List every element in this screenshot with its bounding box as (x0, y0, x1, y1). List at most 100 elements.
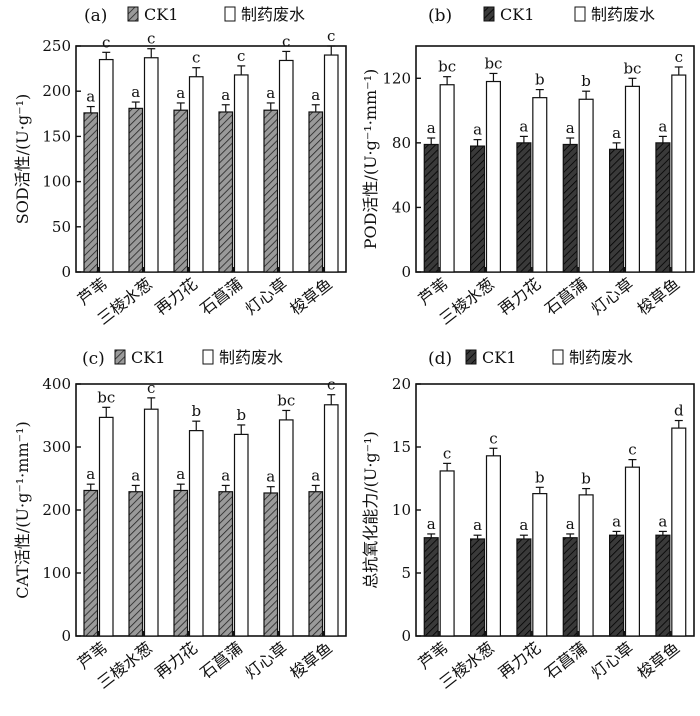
y-tick-label: 200 (42, 501, 71, 519)
y-tick-label: 100 (42, 564, 71, 582)
bar-ck1 (608, 534, 625, 637)
chart-panel-3: 0 100 200 300 400 CAT活性/(U·g⁻¹·mm⁻¹) (c) CK1 制药废… (13, 348, 347, 693)
y-axis-title: POD活性/(U·g⁻¹·mm⁻¹) (361, 69, 380, 250)
significance-label: b (535, 468, 545, 486)
legend-label-ck1: CK1 (144, 5, 178, 24)
y-tick-label: 400 (42, 375, 71, 393)
x-tick-label: 梭草鱼 (286, 638, 336, 683)
legend-label-ck1: CK1 (482, 348, 516, 367)
y-tick-label: 300 (42, 438, 71, 456)
significance-label: a (176, 84, 185, 102)
significance-label: a (131, 83, 140, 101)
plot-frame (415, 383, 695, 637)
plot-frame (75, 45, 347, 273)
bar-wastewater (278, 59, 294, 273)
bar-wastewater (485, 455, 501, 637)
y-tick-label: 80 (392, 134, 411, 152)
bar-wastewater (143, 57, 159, 273)
significance-label: c (443, 444, 451, 462)
bar-wastewater (439, 84, 455, 273)
significance-label: c (489, 429, 497, 447)
legend: CK1 制药废水 (114, 348, 283, 367)
y-axis-title: CAT活性/(U·g⁻¹·mm⁻¹) (13, 421, 32, 598)
bar-ck1 (308, 491, 324, 637)
bar-wastewater (485, 80, 501, 273)
bar-ck1 (308, 111, 324, 273)
legend-swatch-ck1 (465, 349, 477, 365)
significance-label: a (427, 515, 436, 533)
bar-wastewater (624, 85, 640, 273)
bar-ck1 (655, 534, 671, 637)
bar-ck1 (263, 492, 279, 637)
x-tick-label: 芦苇 (415, 638, 452, 673)
legend-swatch-wastewater (224, 6, 236, 22)
significance-label: a (612, 512, 621, 530)
panel-label: (b) (428, 6, 452, 26)
bar-wastewater (188, 76, 204, 273)
significance-label: c (147, 379, 155, 397)
bar-wastewater (323, 54, 339, 273)
legend: CK1 制药废水 (465, 348, 633, 367)
bar-ck1 (218, 491, 234, 637)
bar-ck1 (263, 109, 279, 273)
bar-wastewater (671, 74, 687, 273)
legend-swatch-wastewater (574, 6, 586, 22)
significance-label: a (266, 84, 275, 102)
x-tick-label: 灯心草 (241, 274, 291, 319)
bar-wastewater (323, 404, 339, 637)
bar-wastewater (624, 466, 640, 637)
x-tick-label: 芦苇 (415, 274, 452, 309)
significance-label: b (236, 406, 246, 424)
significance-label: c (628, 441, 636, 459)
x-tick-label: 灯心草 (587, 274, 637, 319)
legend-label-wastewater: 制药废水 (569, 348, 633, 367)
bar-ck1 (173, 109, 189, 273)
significance-label: a (519, 117, 528, 135)
legend-swatch-wastewater (202, 349, 214, 365)
plot-frame (415, 45, 695, 273)
y-tick-label: 0 (61, 627, 71, 645)
panel-label: (a) (84, 6, 107, 26)
y-tick-label: 0 (401, 263, 411, 281)
bar-ck1 (655, 142, 671, 273)
bar-wastewater (532, 97, 548, 273)
bar-ck1 (470, 145, 486, 273)
panel-label: (c) (82, 349, 105, 369)
significance-label: bc (438, 58, 456, 76)
significance-label: a (176, 465, 185, 483)
significance-label: a (311, 86, 320, 104)
significance-label: c (675, 48, 683, 66)
bar-ck1 (218, 111, 234, 273)
significance-label: a (86, 88, 95, 106)
legend-swatch-wastewater (552, 349, 564, 365)
significance-label: bc (623, 59, 641, 77)
y-tick-label: 40 (392, 198, 411, 216)
significance-label: a (266, 468, 275, 486)
bar-wastewater (671, 427, 687, 637)
plot-frame (75, 383, 347, 637)
bar-wastewater (532, 493, 548, 637)
x-tick-label: 梭草鱼 (286, 274, 336, 319)
y-tick-label: 20 (392, 375, 411, 393)
significance-label: a (658, 117, 667, 135)
bar-ck1 (562, 143, 578, 273)
significance-label: a (612, 124, 621, 142)
x-tick-label: 石菖蒲 (196, 274, 246, 319)
significance-label: a (221, 86, 230, 104)
bar-ck1 (470, 538, 486, 637)
significance-label: b (581, 72, 591, 90)
bar-ck1 (83, 489, 99, 637)
significance-label: a (473, 121, 482, 139)
x-tick-label: 再力花 (151, 638, 201, 683)
x-tick-label: 再力花 (495, 638, 545, 683)
y-tick-label: 150 (42, 127, 71, 145)
legend: CK1 制药废水 (127, 5, 305, 24)
x-tick-label: 梭草鱼 (634, 638, 684, 683)
legend-label-ck1: CK1 (500, 5, 534, 24)
y-tick-label: 5 (401, 564, 411, 582)
significance-label: b (581, 470, 591, 488)
significance-label: b (535, 71, 545, 89)
bar-ck1 (83, 112, 99, 273)
legend-label-wastewater: 制药废水 (591, 5, 655, 24)
